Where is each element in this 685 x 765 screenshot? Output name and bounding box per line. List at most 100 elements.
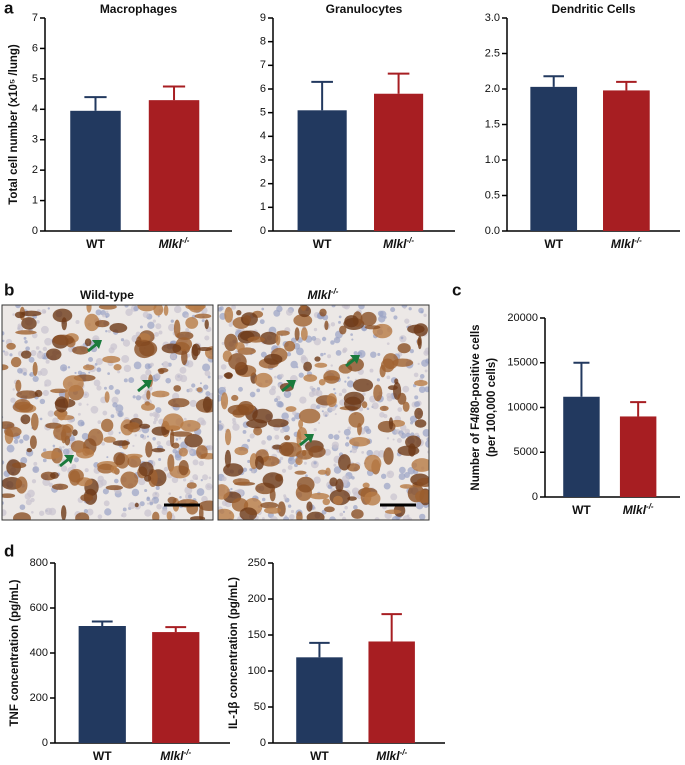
y-tick-label: 0.0 xyxy=(485,225,500,237)
y-tick-label: 2.0 xyxy=(485,83,500,95)
stain xyxy=(397,392,407,405)
stain xyxy=(75,512,90,520)
stain xyxy=(102,355,121,364)
stain xyxy=(294,470,307,475)
stain xyxy=(247,336,265,343)
stain xyxy=(415,489,429,503)
tissue xyxy=(338,320,341,324)
chart-title: Granulocytes xyxy=(326,2,403,16)
y-tick-label: 2 xyxy=(260,178,266,190)
tissue xyxy=(122,339,131,347)
tissue xyxy=(321,336,327,342)
frame xyxy=(217,304,430,521)
tissue xyxy=(262,517,265,520)
stain xyxy=(196,445,208,460)
tissue xyxy=(320,352,324,357)
tissue xyxy=(324,414,328,417)
stain xyxy=(364,454,382,472)
tissue xyxy=(209,486,212,489)
tissue xyxy=(78,402,82,406)
stain xyxy=(113,364,122,371)
stain xyxy=(134,502,139,508)
stain xyxy=(69,470,81,486)
bar xyxy=(530,86,578,232)
stain xyxy=(218,508,235,520)
micrograph xyxy=(2,305,213,520)
tissue xyxy=(283,516,290,520)
tissue xyxy=(97,514,103,520)
x-tick-label: Mlkl-/- xyxy=(611,236,642,251)
y-tick-label: 4 xyxy=(260,130,266,142)
tissue xyxy=(398,473,406,481)
tissue xyxy=(133,413,139,419)
stain xyxy=(228,353,247,371)
tissue xyxy=(198,460,205,467)
tissue xyxy=(118,431,121,434)
tissue xyxy=(386,342,390,346)
tissue xyxy=(242,467,248,473)
tissue xyxy=(185,328,190,332)
tissue xyxy=(24,340,28,344)
stain xyxy=(399,484,413,489)
tissue xyxy=(39,398,46,405)
tissue xyxy=(178,447,181,450)
stain xyxy=(223,463,244,477)
tissue xyxy=(133,305,139,312)
stain xyxy=(285,406,297,412)
tissue xyxy=(346,436,350,440)
stain xyxy=(284,340,296,352)
tissue xyxy=(204,370,211,377)
stain xyxy=(411,458,429,472)
stain xyxy=(40,450,61,460)
tissue xyxy=(154,373,161,380)
stain xyxy=(136,336,142,348)
y-tick-label: 3.0 xyxy=(485,12,500,24)
tissue xyxy=(423,313,427,317)
y-tick-label: 1 xyxy=(260,201,266,213)
tissue xyxy=(102,488,109,495)
tissue xyxy=(145,369,152,376)
tissue xyxy=(105,330,108,333)
tissue xyxy=(96,367,102,373)
stain xyxy=(414,407,424,420)
bar xyxy=(152,632,200,743)
tissue xyxy=(77,412,81,416)
tissue xyxy=(292,410,297,416)
tissue xyxy=(249,468,253,472)
stain xyxy=(26,448,33,453)
tissue xyxy=(386,392,392,399)
tissue xyxy=(165,377,171,384)
tissue xyxy=(155,485,160,491)
tissue xyxy=(73,457,79,463)
tissue xyxy=(75,320,80,325)
y-tick-label: 8 xyxy=(260,36,266,48)
stain xyxy=(151,426,170,436)
tissue xyxy=(261,497,266,502)
stain xyxy=(30,412,39,431)
tissue xyxy=(158,457,162,461)
tissue xyxy=(303,461,307,465)
tissue xyxy=(12,313,15,316)
micrographs xyxy=(1,304,430,521)
tissue xyxy=(232,423,240,431)
tissue xyxy=(186,360,194,368)
tissue xyxy=(268,388,276,396)
stain xyxy=(173,319,181,338)
stain xyxy=(242,315,252,324)
tissue xyxy=(32,375,39,383)
stain xyxy=(262,472,284,489)
tissue xyxy=(366,449,373,457)
tissue xyxy=(102,314,106,318)
tissue xyxy=(25,499,32,506)
stain xyxy=(275,333,281,346)
tissue xyxy=(155,407,162,414)
tissue xyxy=(261,440,266,445)
tissue xyxy=(290,509,295,514)
tissue xyxy=(202,474,209,481)
tissue xyxy=(122,507,127,512)
tissue xyxy=(421,359,429,367)
stain xyxy=(104,391,110,403)
tissue xyxy=(399,466,406,474)
stain xyxy=(276,330,290,336)
tissue xyxy=(400,336,404,340)
